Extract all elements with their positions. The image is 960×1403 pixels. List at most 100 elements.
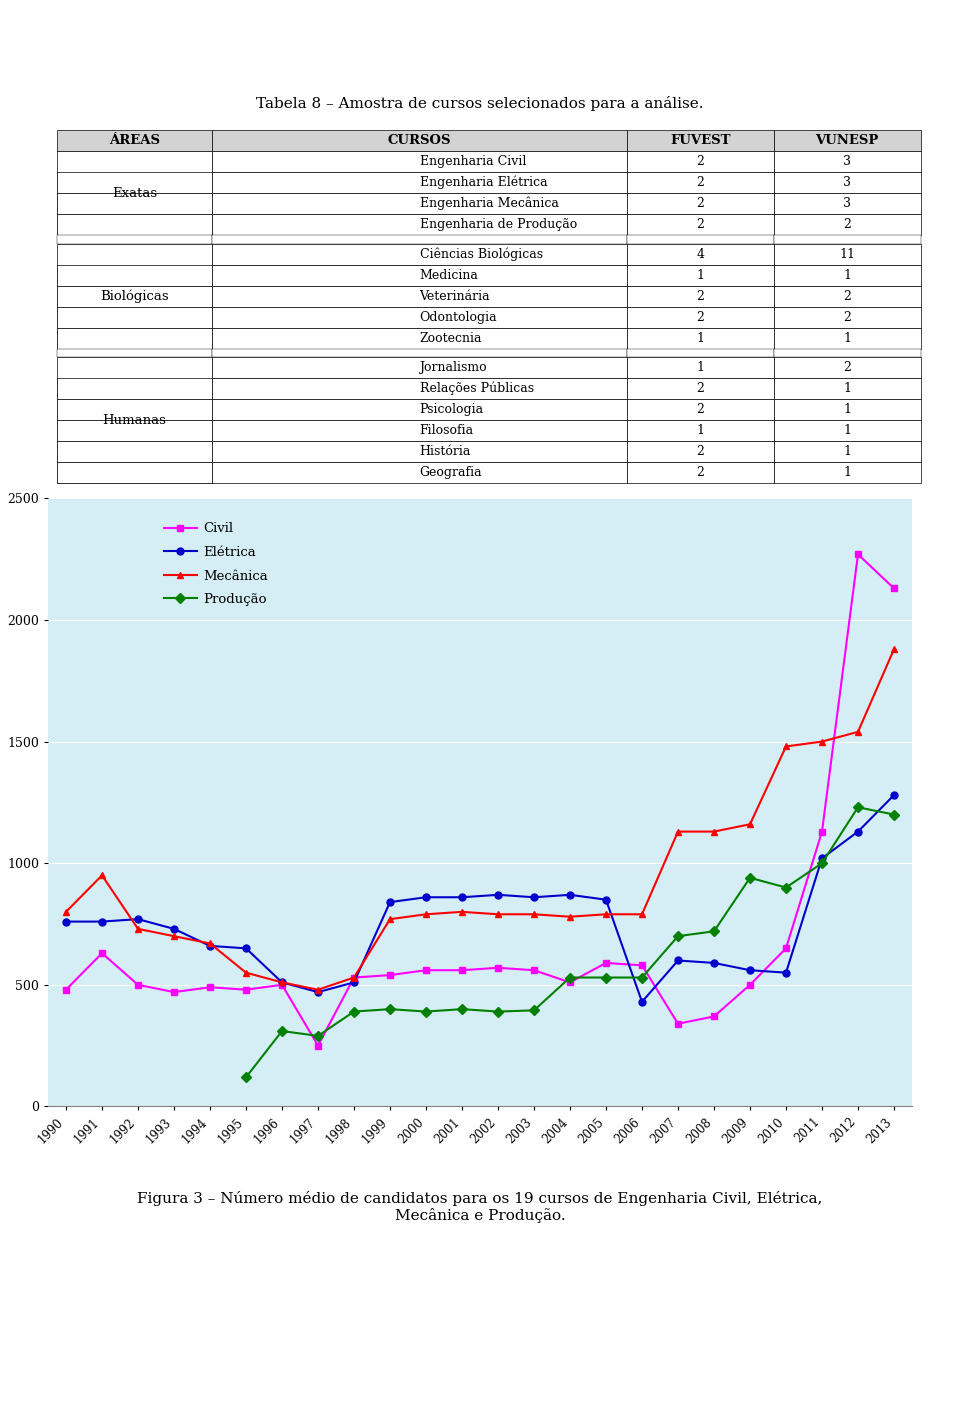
Mecânica [312,981,324,998]
Elétrica [96,913,108,930]
Bar [627,215,774,236]
Bar [57,419,212,441]
Civil [420,962,432,979]
Elétrica [240,940,252,957]
Mecânica [204,934,216,951]
Bar [774,286,921,307]
Mecânica [600,906,612,923]
Civil [780,940,792,957]
Bar [774,419,921,441]
Line: Elétrica: Elétrica [62,791,898,1006]
Bar [57,173,212,194]
Civil [708,1007,720,1024]
Bar [57,236,212,244]
Text: 2: 2 [696,310,705,324]
Text: 2: 2 [843,217,852,231]
Elétrica [168,920,180,937]
Bar [212,130,627,152]
Text: 1: 1 [843,268,852,282]
Civil [384,967,396,984]
Produção [636,969,648,986]
Produção [672,927,684,944]
Text: 2: 2 [696,289,705,303]
Text: 1: 1 [843,424,852,438]
Produção [240,1069,252,1086]
Text: 2: 2 [696,445,705,459]
Bar [627,173,774,194]
Bar [212,173,627,194]
Civil [240,981,252,998]
Produção [456,1000,468,1017]
Elétrica [420,890,432,906]
Bar [774,358,921,377]
Bar [627,244,774,265]
Elétrica [492,887,504,904]
Text: Geografia: Geografia [420,466,482,480]
Civil [276,976,288,993]
Text: 2: 2 [696,382,705,396]
Bar [57,441,212,462]
Bar [212,307,627,328]
Mecânica [744,817,756,833]
Mecânica [456,904,468,920]
Bar [57,328,212,349]
Bar [212,377,627,398]
Text: 2: 2 [696,217,705,231]
Text: 1: 1 [843,382,852,396]
Bar [774,152,921,173]
Text: 2: 2 [696,177,705,189]
Text: 1: 1 [696,424,705,438]
Bar [774,236,921,244]
Bar [774,462,921,483]
Produção [744,870,756,887]
Text: Figura 3 – Número médio de candidatos para os 19 cursos de Engenharia Civil, Elé: Figura 3 – Número médio de candidatos pa… [137,1191,823,1223]
Elétrica [384,894,396,911]
Text: ÁREAS: ÁREAS [108,135,160,147]
Civil [492,960,504,976]
Elétrica [888,787,900,804]
Text: 1: 1 [843,466,852,480]
Bar [774,130,921,152]
Text: 2: 2 [843,361,852,375]
Mecânica [888,641,900,658]
Mecânica [672,824,684,840]
Civil [312,1037,324,1054]
Bar [627,349,774,358]
Text: Exatas: Exatas [111,187,157,199]
Text: FUVEST: FUVEST [670,135,731,147]
Text: 2: 2 [696,403,705,417]
Bar [212,462,627,483]
Mecânica [240,964,252,981]
Bar [212,244,627,265]
Produção [348,1003,360,1020]
Text: 3: 3 [843,177,852,189]
Bar [627,419,774,441]
Produção [384,1000,396,1017]
Bar [57,377,212,398]
Mecânica [276,974,288,991]
Bar [627,328,774,349]
Produção [312,1027,324,1044]
Bar [627,307,774,328]
Text: 3: 3 [843,156,852,168]
Bar [774,377,921,398]
Bar [212,358,627,377]
Bar [627,265,774,286]
Text: Veterinária: Veterinária [420,289,491,303]
Bar [57,462,212,483]
Elétrica [564,887,576,904]
Bar [57,244,212,349]
Elétrica [708,954,720,971]
Mecânica [60,904,72,920]
Produção [528,1002,540,1019]
Text: 1: 1 [696,361,705,375]
Bar [212,265,627,286]
Text: CURSOS: CURSOS [388,135,451,147]
Civil [600,954,612,971]
Bar [774,349,921,358]
Text: Engenharia Mecânica: Engenharia Mecânica [420,196,559,210]
Civil [96,944,108,961]
Bar [774,398,921,419]
Text: Psicologia: Psicologia [420,403,484,417]
Bar [627,441,774,462]
